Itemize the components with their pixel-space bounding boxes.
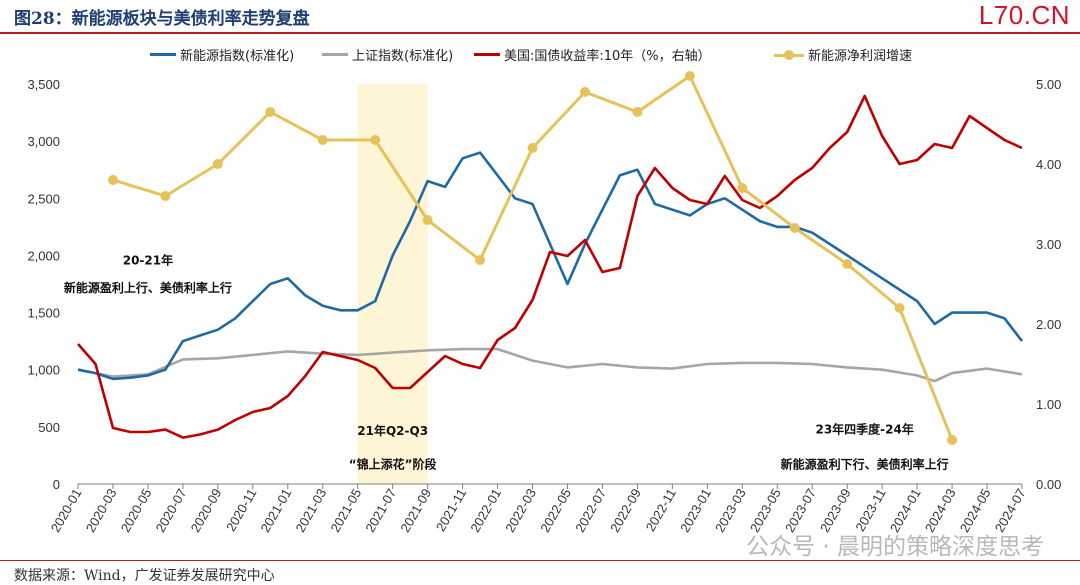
chart-annotation: 21年Q2-Q3 [357,423,428,438]
x-tick-label: 2022-11 [643,486,679,534]
y-right-tick-label: 5.00 [1036,77,1061,92]
watermark: 公众号 · 晨明的策略深度思考 [746,534,1044,560]
series-group [77,71,1024,445]
x-tick-label: 2023-03 [712,486,749,535]
series-line-2 [77,94,1023,439]
series-line-1 [77,347,1023,383]
legend-label: 新能源指数(标准化) [180,49,295,64]
series-marker-point [579,87,590,97]
legend-item-new-energy: 新能源指数(标准化) [150,45,294,64]
x-tick-label: 2021-05 [327,486,364,535]
x-tick-label: 2020-01 [48,486,85,535]
series-marker-point [527,143,538,153]
legend-item-shanghai: 上证指数(标准化) [322,45,453,64]
chart-annotation: 新能源盈利下行、美债利率上行 [781,457,949,472]
brand-logo: L70.CN [978,0,1070,30]
legend-item-profit-growth: 新能源净利润增速 [774,45,912,64]
series-marker-point [160,191,171,201]
series-marker-point [475,255,486,265]
x-tick-label: 2022-09 [607,486,644,535]
series-marker-point [422,215,433,225]
title-rule [0,32,1080,34]
footer-rule [0,560,1080,561]
y-left-tick-label: 0 [53,477,60,492]
x-tick-label: 2020-05 [118,486,155,535]
highlight-band [357,84,428,484]
legend-swatch-gray [322,53,348,56]
series-marker-point [632,107,643,117]
y-right-tick-label: 0.00 [1036,477,1061,492]
y-left-tick-label: 1,000 [27,363,60,378]
legend-swatch-red [474,53,500,56]
chart-annotation: “锦上添花”阶段 [349,457,438,472]
x-tick-label: 2020-09 [188,486,225,535]
series-marker-point [789,223,800,233]
y-left-tick-label: 3,500 [27,77,60,92]
y-left-tick-label: 2,000 [27,248,60,263]
x-tick-label: 2022-07 [572,486,609,535]
series-marker-point [684,71,695,81]
series-marker-point [842,259,853,269]
highlight-band-group [357,84,428,484]
x-tick-label: 2020-11 [223,486,259,534]
series-marker-point [947,435,958,445]
chart-annotation: 新能源盈利上行、美债利率上行 [64,280,232,295]
x-tick-label: 2023-01 [677,486,714,535]
x-tick-label: 2021-03 [292,486,329,535]
legend-label: 上证指数(标准化) [352,49,454,64]
legend-swatch-gold [774,49,804,61]
x-tick-label: 2022-01 [467,486,504,535]
y-right-tick-label: 4.00 [1036,157,1061,172]
figure-title: 图28：新能源板块与美债利率走势复盘 [14,9,310,29]
y-right-tick-label: 3.00 [1036,237,1061,252]
legend-label: 新能源净利润增速 [808,49,913,64]
y-left-tick-label: 3,000 [27,134,60,149]
legend-label: 美国:国债收益率:10年（%，右轴） [504,49,711,64]
series-marker-point [317,135,328,145]
y-left-tick-label: 2,500 [27,191,60,206]
series-marker-point [265,107,276,117]
series-marker-point [370,135,381,145]
y-right-tick-label: 1.00 [1036,397,1061,412]
legend-item-us-treasury: 美国:国债收益率:10年（%，右轴） [474,45,711,64]
x-tick-label: 2021-07 [362,486,399,535]
x-tick-label: 2020-03 [83,486,120,535]
source-note: 数据来源：Wind，广发证券发展研究中心 [14,568,275,584]
series-marker-point [212,159,223,169]
x-tick-label: 2021-11 [433,486,469,534]
series-marker-point [894,303,905,313]
x-tick-label: 2022-03 [502,486,539,535]
chart-annotation: 20-21年 [123,253,173,268]
y-left-tick-label: 1,500 [27,306,60,321]
series-line-3 [112,74,954,441]
y-right-tick-label: 2.00 [1036,317,1061,332]
x-tick-label: 2020-07 [153,486,190,535]
series-marker-point [737,183,748,193]
x-tick-label: 2021-01 [258,486,295,535]
x-tick-label: 2021-09 [397,486,434,535]
y-left-tick-label: 500 [38,420,60,435]
legend-swatch-blue [150,53,176,56]
series-line-0 [77,151,1024,381]
series-marker-point [107,175,118,185]
chart-annotation: 23年四季度-24年 [815,422,913,437]
x-tick-label: 2022-05 [537,486,574,535]
